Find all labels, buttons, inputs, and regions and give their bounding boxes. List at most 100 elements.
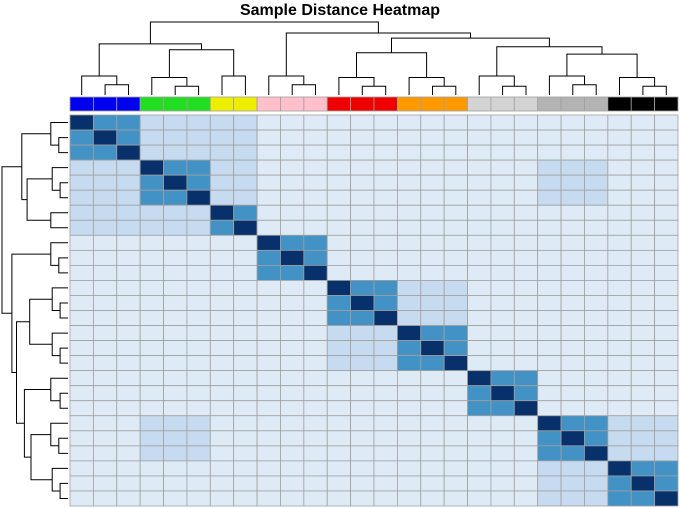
heatmap-cell xyxy=(560,174,585,191)
heatmap-cell xyxy=(607,159,632,176)
heatmap-cell xyxy=(490,445,515,462)
heatmap-cell xyxy=(209,234,235,251)
heatmap-cell xyxy=(350,370,375,387)
heatmap-cell xyxy=(513,129,539,146)
heatmap-cell xyxy=(513,430,539,447)
heatmap-cell xyxy=(420,204,445,221)
heatmap-cell xyxy=(373,144,398,161)
heatmap-cell xyxy=(420,325,445,341)
dendrogram-branch xyxy=(149,21,379,44)
heatmap-cell xyxy=(560,204,585,221)
heatmap-cell xyxy=(139,159,164,176)
dendrogram-branch xyxy=(58,437,68,454)
heatmap-cell xyxy=(209,189,235,206)
dendrogram-branch xyxy=(572,84,597,95)
heatmap-cell xyxy=(163,415,188,432)
heatmap-cell xyxy=(209,310,235,326)
heatmap-cell xyxy=(163,174,188,191)
color-bar-cell xyxy=(467,96,492,112)
heatmap-cell xyxy=(630,475,656,492)
heatmap-cell xyxy=(560,295,585,311)
heatmap-cell xyxy=(537,400,562,417)
dendrogram-branch xyxy=(174,85,200,95)
heatmap-cell xyxy=(233,114,258,131)
heatmap-cell xyxy=(584,310,609,326)
heatmap-cell xyxy=(280,385,305,402)
heatmap-cell xyxy=(92,219,118,236)
heatmap-cell xyxy=(256,144,281,161)
heatmap-cell xyxy=(443,400,468,417)
heatmap-cell xyxy=(396,490,422,507)
heatmap-cell xyxy=(326,204,352,221)
heatmap-cell xyxy=(116,445,141,462)
heatmap-cell xyxy=(490,355,515,372)
heatmap-cell xyxy=(92,114,118,131)
heatmap-cell xyxy=(654,159,679,176)
heatmap-cell xyxy=(163,129,188,146)
heatmap-cell xyxy=(186,445,211,462)
dendrogram-branch xyxy=(23,389,51,458)
heatmap-cell xyxy=(654,114,679,131)
heatmap-cell xyxy=(186,400,211,417)
heatmap-cell xyxy=(443,204,468,221)
heatmap-cell xyxy=(116,219,141,236)
heatmap-cell xyxy=(654,234,679,251)
heatmap-cell xyxy=(209,295,235,311)
heatmap-cell xyxy=(420,159,445,176)
heatmap-cell xyxy=(116,129,141,146)
heatmap-cell xyxy=(396,129,422,146)
heatmap-cell xyxy=(513,310,539,326)
heatmap-cell xyxy=(116,475,141,492)
heatmap-cell xyxy=(350,415,375,432)
heatmap-cell xyxy=(373,310,398,326)
heatmap-cell xyxy=(373,490,398,507)
heatmap-cell xyxy=(350,159,375,176)
heatmap-cell xyxy=(373,249,398,266)
heatmap-cell xyxy=(326,234,352,251)
heatmap-cell xyxy=(209,340,235,357)
heatmap-cell xyxy=(69,445,94,462)
heatmap-cell xyxy=(467,174,492,191)
heatmap-cell xyxy=(420,400,445,417)
heatmap-cell xyxy=(443,264,468,281)
heatmap-cell xyxy=(396,234,422,251)
dendrogram-branch xyxy=(30,434,53,481)
heatmap-cell xyxy=(303,129,328,146)
heatmap-cell xyxy=(654,460,679,477)
heatmap-cell xyxy=(69,355,94,372)
heatmap-cell xyxy=(654,129,679,146)
heatmap-cell xyxy=(467,325,492,341)
heatmap-cell xyxy=(280,280,305,296)
heatmap-cell xyxy=(303,280,328,296)
heatmap-cell xyxy=(420,340,445,357)
heatmap-cell xyxy=(443,370,468,387)
color-bar-cell xyxy=(490,96,515,112)
heatmap-cell xyxy=(303,249,328,266)
color-bar-cell xyxy=(630,96,656,112)
heatmap-cell xyxy=(116,460,141,477)
heatmap-cell xyxy=(209,385,235,402)
heatmap-cell xyxy=(303,400,328,417)
heatmap-cell xyxy=(139,249,164,266)
heatmap-cell xyxy=(607,295,632,311)
heatmap-cell xyxy=(607,280,632,296)
heatmap-cell xyxy=(513,189,539,206)
heatmap-cell xyxy=(607,400,632,417)
heatmap-cell xyxy=(92,475,118,492)
heatmap-cell xyxy=(584,159,609,176)
heatmap-cell xyxy=(396,174,422,191)
heatmap-cell xyxy=(560,129,585,146)
heatmap-cell xyxy=(420,475,445,492)
heatmap-cell xyxy=(467,234,492,251)
heatmap-cell xyxy=(373,159,398,176)
heatmap-cell xyxy=(560,415,585,432)
heatmap-cell xyxy=(209,144,235,161)
heatmap-cell xyxy=(280,400,305,417)
heatmap-cell xyxy=(584,295,609,311)
heatmap-cell xyxy=(584,445,609,462)
heatmap-cell xyxy=(303,475,328,492)
heatmap-cell xyxy=(256,129,281,146)
heatmap-cell xyxy=(420,430,445,447)
heatmap-cell xyxy=(420,249,445,266)
heatmap-cell xyxy=(139,295,164,311)
